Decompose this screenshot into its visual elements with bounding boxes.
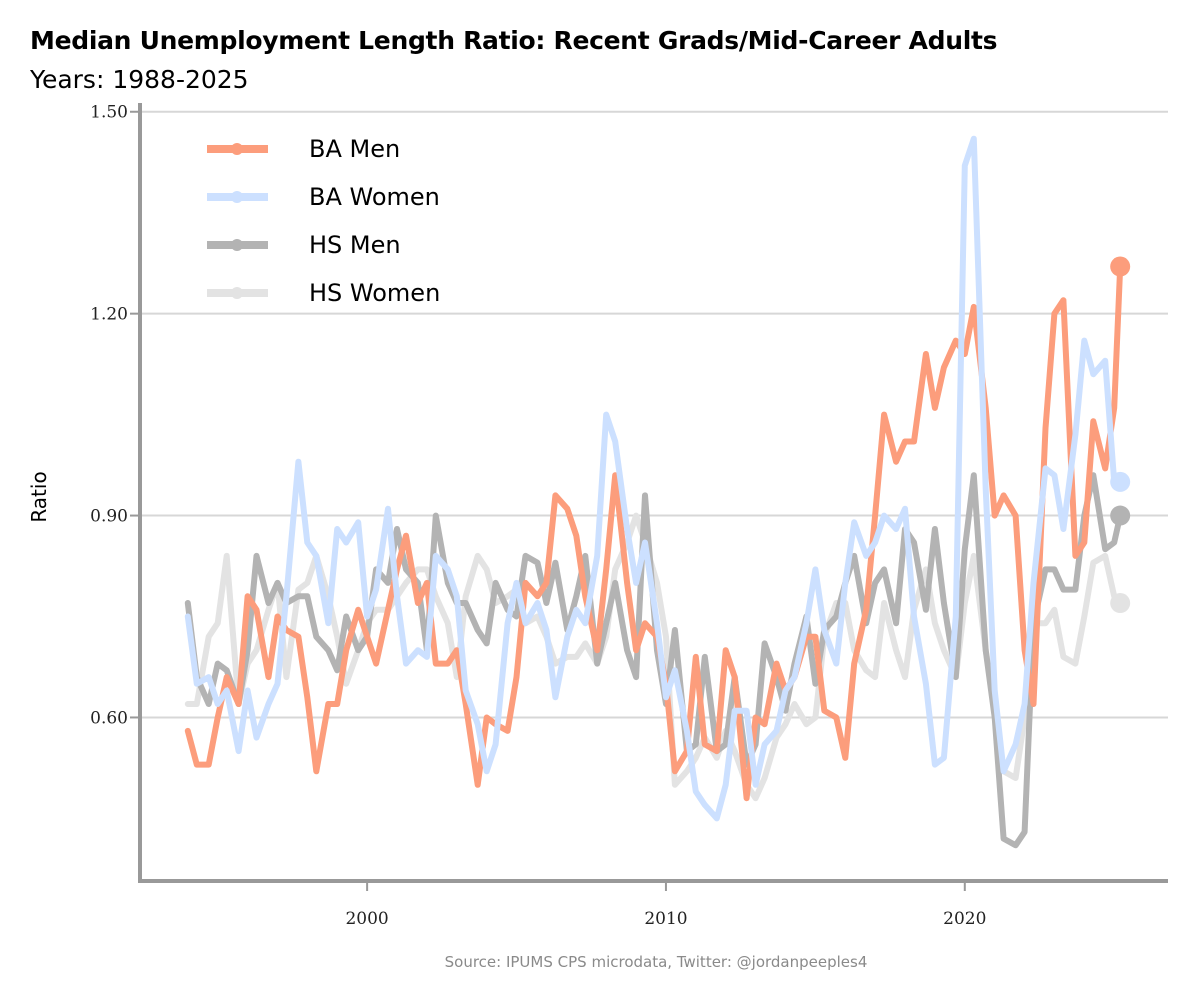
y-tick-label: 1.50 [90,103,128,123]
legend-marker-ba-women [231,191,243,203]
series-lines [184,135,1131,849]
legend-marker-hs-women [231,287,243,299]
x-tick-label: 2020 [943,909,986,929]
source-caption: Source: IPUMS CPS microdata, Twitter: @j… [444,953,868,971]
legend-label-ba-women: BA Women [309,183,440,211]
series-line-hs-men [184,472,1124,849]
axes [130,103,1168,891]
chart-title: Median Unemployment Length Ratio: Recent… [30,26,998,55]
x-tick-label: 2000 [345,909,388,929]
chart-subtitle: Years: 1988-2025 [30,65,249,94]
legend-label-hs-men: HS Men [309,231,401,259]
y-tick-label: 1.20 [90,305,128,325]
end-point-hs-men [1110,505,1131,526]
tick-labels: 0.60 0.90 1.20 1.50 2000 2010 2020 [90,103,986,929]
end-point-ba-women [1110,471,1131,492]
x-tick-label: 2010 [644,909,687,929]
y-tick-label: 0.90 [90,507,128,527]
end-point-ba-men [1110,256,1131,277]
legend-marker-ba-men [231,143,243,155]
legend-label-ba-men: BA Men [309,135,400,163]
series-line-ba-women [184,135,1124,822]
y-axis-title: Ratio [27,471,51,522]
end-point-hs-women [1110,593,1131,614]
legend: BA Men BA Women HS Men HS Women [207,135,440,307]
y-tick-label: 0.60 [90,708,128,728]
legend-marker-hs-men [231,239,243,251]
legend-label-hs-women: HS Women [309,279,440,307]
